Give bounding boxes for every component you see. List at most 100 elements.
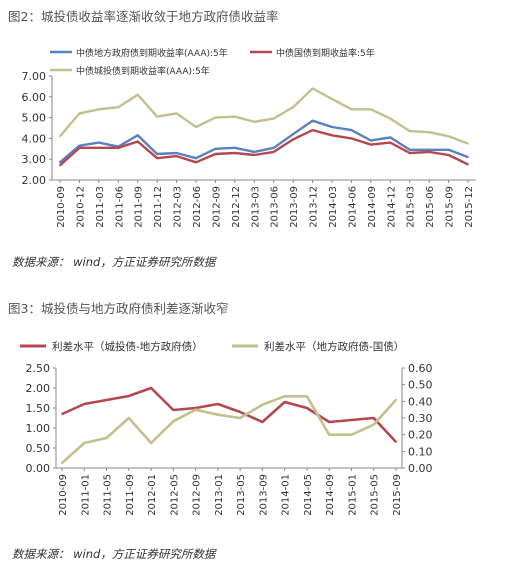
x-tick-label: 2015-01 (347, 474, 358, 516)
data-point (239, 417, 242, 419)
data-point (292, 138, 295, 141)
x-tick-label: 2010-09 (58, 474, 69, 516)
y2-tick-label: 0.40 (408, 395, 433, 408)
x-tick-label: 2015-03 (406, 186, 417, 228)
data-point (428, 131, 431, 134)
data-point (127, 417, 130, 419)
data-point (59, 135, 61, 138)
data-point (239, 411, 242, 413)
data-point (117, 106, 120, 109)
y2-tick-label: 0.10 (408, 445, 433, 458)
yield-chart: 中债地方政府债到期收益率(AAA):5年 中债国债到期收益率:5年中债城投债到期收… (22, 47, 476, 228)
x-tick-label: 2010-12 (75, 186, 86, 228)
legend-label: 中债国债到期收益率:5年 (276, 47, 375, 59)
data-point (150, 387, 152, 389)
data-point (136, 134, 139, 137)
data-point (136, 140, 139, 143)
series-line (59, 87, 469, 145)
legend-label: 利差水平（城投债-地方政府债） (52, 340, 203, 353)
x-tick-label: 2012-05 (169, 474, 180, 516)
y-tick-label: 2.00 (22, 174, 47, 187)
x-tick-label: 2014-09 (367, 186, 378, 228)
data-point (59, 164, 61, 167)
y-tick-label: 4.00 (22, 132, 47, 145)
data-point (369, 143, 372, 146)
x-tick-label: 2015-09 (445, 186, 456, 228)
data-point (78, 112, 81, 115)
data-point (408, 130, 411, 133)
x-tick-label: 2014-12 (386, 186, 397, 228)
x-tick-label: 2012-09 (211, 186, 222, 228)
x-tick-label: 2014-06 (347, 186, 358, 228)
x-tick-label: 2012-06 (192, 186, 203, 228)
x-tick-label: 2013-12 (309, 186, 320, 228)
data-point (395, 398, 397, 401)
data-point (350, 108, 353, 111)
data-point (253, 151, 256, 153)
data-point (216, 403, 219, 405)
data-point (175, 112, 178, 115)
data-point (408, 152, 411, 154)
y2-tick-label: 0.00 (408, 462, 433, 475)
x-tick-label: 2011-05 (103, 474, 114, 516)
figure-2-title: 图3：城投债与地方政府债利差逐渐收窄 (8, 301, 229, 316)
y-tick-label: 1.50 (26, 402, 51, 415)
data-point (97, 146, 100, 149)
y2-tick-label: 0.60 (408, 362, 433, 375)
x-tick-label: 2011-12 (153, 186, 164, 228)
data-point (389, 136, 392, 139)
data-point (233, 115, 236, 118)
data-point (261, 403, 264, 406)
legend-label: 利差水平（地方政府债-国债） (264, 340, 404, 353)
x-tick-label: 2013-06 (270, 186, 281, 228)
data-point (214, 147, 217, 150)
data-point (253, 154, 256, 156)
data-point (272, 146, 275, 149)
data-point (328, 433, 331, 436)
data-point (78, 144, 81, 147)
data-point (447, 135, 450, 138)
data-point (372, 423, 375, 426)
x-tick-label: 2015-06 (425, 186, 436, 228)
data-point (216, 413, 219, 416)
data-point (350, 129, 353, 131)
x-tick-label: 2011-09 (125, 474, 136, 516)
x-tick-label: 2012-03 (173, 186, 184, 228)
data-point (311, 129, 314, 131)
data-point (389, 141, 392, 144)
x-tick-label: 2012-09 (192, 474, 203, 516)
data-point (214, 153, 217, 155)
data-point (105, 437, 108, 439)
x-tick-label: 2010-09 (56, 186, 67, 228)
data-point (283, 401, 286, 403)
x-tick-label: 2015-09 (392, 474, 403, 516)
data-point (283, 395, 286, 398)
x-tick-label: 2011-03 (95, 186, 106, 228)
data-point (328, 421, 331, 423)
data-point (350, 419, 353, 421)
data-point (194, 407, 197, 409)
x-tick-label: 2011-09 (134, 186, 145, 228)
x-tick-label: 2013-09 (258, 474, 269, 516)
x-tick-label: 2014-09 (325, 474, 336, 516)
data-point (447, 154, 450, 156)
data-point (195, 161, 197, 164)
legend-label: 中债地方政府债到期收益率(AAA):5年 (76, 47, 228, 59)
data-point (105, 399, 108, 401)
data-point (369, 139, 372, 142)
legend-label: 中债城投债到期收益率(AAA):5年 (76, 65, 210, 77)
data-point (292, 106, 295, 109)
y-tick-label: 7.00 (22, 70, 47, 83)
data-point (272, 117, 275, 120)
series-line (59, 119, 469, 164)
y-tick-label: 2.50 (26, 362, 51, 375)
data-point (350, 433, 353, 436)
data-point (172, 420, 175, 423)
y-tick-label: 1.00 (26, 422, 51, 435)
data-point (331, 97, 333, 100)
data-point (97, 141, 100, 144)
x-tick-label: 2011-06 (114, 186, 125, 228)
x-tick-label: 2012-01 (147, 474, 158, 516)
x-tick-label: 2014-03 (328, 186, 339, 228)
data-point (195, 126, 197, 128)
